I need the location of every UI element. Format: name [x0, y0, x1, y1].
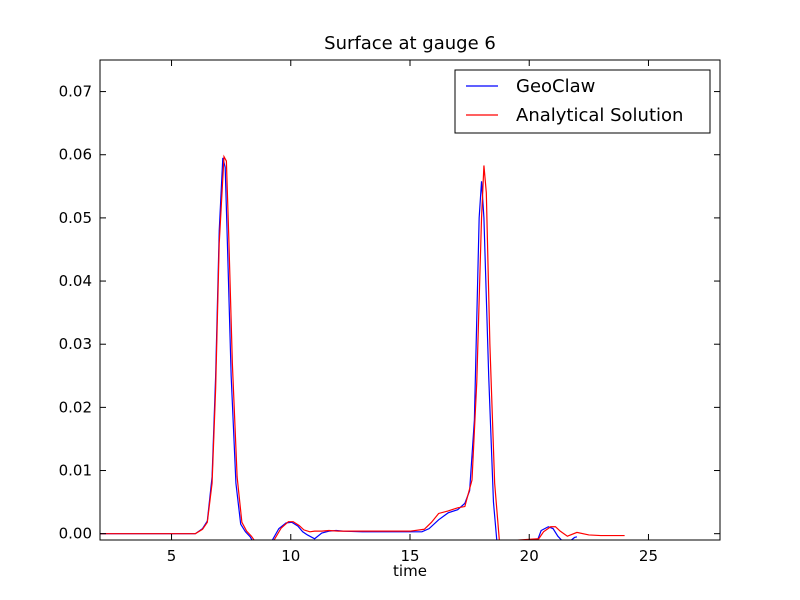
plot-area	[99, 59, 721, 541]
y-tick-label: 0.00	[59, 525, 92, 543]
x-tick-label: 25	[639, 547, 658, 565]
chart-title: Surface at gauge 6	[324, 33, 496, 54]
y-tick-label: 0.06	[59, 146, 92, 164]
x-tick-label: 5	[167, 547, 177, 565]
y-tick-label: 0.05	[59, 209, 92, 227]
x-tick-label: 20	[520, 547, 539, 565]
y-tick-label: 0.07	[59, 83, 92, 101]
y-tick-label: 0.04	[59, 272, 92, 290]
series-line-analytical-solution	[100, 154, 625, 540]
plot-background	[100, 60, 720, 540]
x-axis: 5 10 15 20 25	[167, 60, 658, 565]
y-tick-label: 0.01	[59, 462, 92, 480]
y-tick-label: 0.02	[59, 398, 92, 416]
x-tick-label: 15	[400, 547, 419, 565]
legend-box	[454, 69, 711, 134]
x-tick-label: 10	[281, 547, 300, 565]
legend-label: GeoClaw	[516, 76, 595, 97]
legend: GeoClaw Analytical Solution	[454, 69, 711, 134]
y-tick-label: 0.03	[59, 335, 92, 353]
x-axis-label: time	[393, 562, 427, 580]
y-axis: 0.00 0.01 0.02 0.03 0.04 0.05 0.06 0.07	[59, 83, 720, 543]
legend-label: Analytical Solution	[516, 105, 683, 126]
series-layer	[100, 154, 625, 540]
